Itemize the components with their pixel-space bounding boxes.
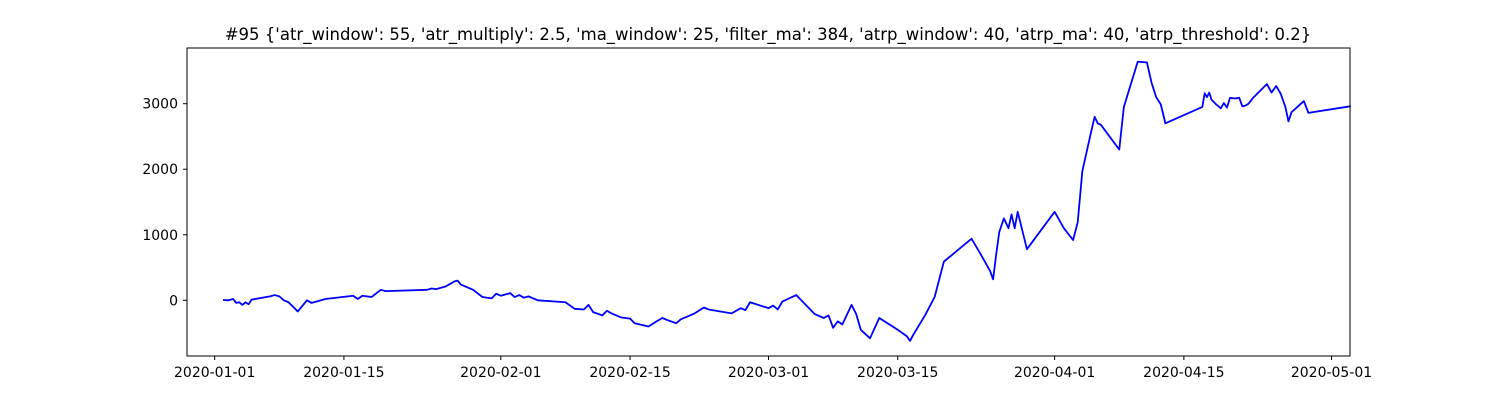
x-tick-label: 2020-03-15	[857, 365, 938, 381]
plot-area	[222, 60, 1352, 342]
axes: 0 1000 2000 3000 2020-01-01 2020-01-15 2020-02…	[142, 47, 1372, 381]
y-tick-label: 2000	[142, 162, 178, 178]
x-tick-label: 2020-01-15	[303, 365, 384, 381]
x-tick-label: 2020-04-01	[1014, 365, 1095, 381]
x-tick-label: 2020-02-01	[460, 365, 541, 381]
x-tick-label: 2020-05-01	[1291, 365, 1372, 381]
y-tick-label: 3000	[142, 97, 178, 113]
x-tick-label: 2020-01-01	[174, 365, 255, 381]
plot-frame	[186, 47, 1351, 357]
series-line-1	[222, 60, 1352, 342]
y-tick-label: 1000	[142, 228, 178, 244]
x-tick-label: 2020-03-01	[728, 365, 809, 381]
x-tick-label: 2020-04-15	[1143, 365, 1224, 381]
x-tick-label: 2020-02-15	[589, 365, 670, 381]
chart-title: #95 {'atr_window': 55, 'atr_multiply': 2…	[225, 25, 1312, 45]
y-tick-label: 0	[169, 293, 178, 309]
